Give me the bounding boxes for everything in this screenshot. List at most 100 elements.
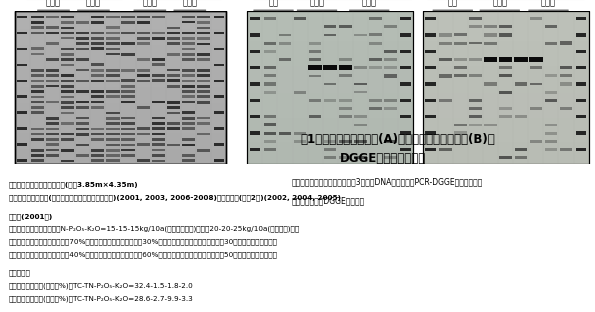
Bar bbox=[15, 121, 226, 124]
Bar bbox=[423, 139, 588, 142]
Bar bbox=[167, 80, 180, 82]
Bar bbox=[182, 90, 195, 93]
Bar bbox=[91, 90, 105, 93]
Bar bbox=[152, 127, 165, 130]
Bar bbox=[121, 53, 134, 56]
Bar bbox=[248, 94, 413, 96]
Bar bbox=[324, 148, 337, 151]
Bar bbox=[136, 106, 150, 109]
Bar bbox=[182, 95, 195, 98]
Bar bbox=[61, 149, 74, 152]
Bar bbox=[248, 106, 413, 109]
Bar bbox=[107, 48, 120, 50]
Bar bbox=[197, 117, 210, 119]
Bar bbox=[46, 117, 59, 120]
Bar bbox=[264, 41, 276, 45]
Bar bbox=[264, 115, 276, 118]
Bar bbox=[76, 48, 89, 50]
Bar bbox=[46, 133, 59, 135]
Bar bbox=[91, 42, 105, 45]
Bar bbox=[107, 122, 120, 125]
Text: 乾燥豚ぶん成分(乾物中%)：TC-TN-P₂O₅-K₂O=28.6-2.7-9.9-3.3: 乾燥豚ぶん成分(乾物中%)：TC-TN-P₂O₅-K₂O=28.6-2.7-9.… bbox=[9, 295, 193, 302]
Bar bbox=[324, 34, 337, 36]
Bar bbox=[15, 84, 226, 87]
Bar bbox=[107, 112, 120, 114]
Bar bbox=[339, 107, 352, 110]
Bar bbox=[152, 149, 165, 151]
Bar bbox=[544, 25, 558, 28]
Bar bbox=[423, 20, 588, 23]
Bar bbox=[469, 107, 482, 110]
Bar bbox=[76, 69, 89, 71]
Bar bbox=[61, 64, 74, 66]
Bar bbox=[423, 142, 588, 145]
Bar bbox=[248, 41, 413, 45]
Bar bbox=[544, 91, 558, 94]
Bar bbox=[15, 100, 226, 103]
Bar bbox=[469, 74, 482, 77]
Bar bbox=[369, 17, 381, 20]
Bar bbox=[136, 37, 150, 40]
Bar bbox=[248, 11, 413, 164]
Bar bbox=[15, 41, 226, 45]
Bar bbox=[91, 16, 105, 18]
Bar bbox=[400, 99, 411, 102]
Bar bbox=[31, 47, 44, 51]
Bar bbox=[248, 11, 413, 164]
Bar bbox=[136, 159, 150, 162]
Bar bbox=[544, 124, 558, 126]
Bar bbox=[530, 107, 542, 110]
Bar bbox=[423, 155, 588, 158]
Bar bbox=[182, 48, 195, 50]
Bar bbox=[264, 74, 276, 77]
Bar bbox=[107, 53, 120, 56]
Bar bbox=[61, 122, 74, 125]
Bar bbox=[294, 17, 306, 20]
Bar bbox=[167, 101, 180, 104]
Bar bbox=[136, 69, 150, 71]
Bar bbox=[455, 33, 467, 37]
Bar bbox=[15, 112, 226, 115]
Bar bbox=[499, 57, 512, 62]
Bar bbox=[15, 35, 226, 38]
Bar bbox=[152, 101, 165, 103]
Bar bbox=[423, 23, 588, 26]
Bar bbox=[423, 121, 588, 124]
Bar bbox=[264, 148, 276, 151]
Bar bbox=[152, 16, 165, 18]
Bar bbox=[214, 80, 224, 82]
Bar bbox=[167, 144, 180, 146]
Bar bbox=[423, 41, 588, 45]
Bar bbox=[248, 51, 413, 54]
Text: 対象圃場：中央農研内枚圃場(各枚3.85m×4.35m): 対象圃場：中央農研内枚圃場(各枚3.85m×4.35m) bbox=[9, 182, 139, 188]
Bar bbox=[15, 14, 226, 17]
Bar bbox=[576, 17, 586, 20]
Bar bbox=[182, 37, 195, 40]
Bar bbox=[61, 74, 74, 77]
Bar bbox=[61, 27, 74, 29]
Bar bbox=[197, 21, 210, 24]
Bar bbox=[15, 32, 226, 35]
Bar bbox=[121, 21, 134, 24]
Bar bbox=[152, 74, 165, 77]
Text: 有機物成分: 有機物成分 bbox=[9, 270, 31, 276]
Bar bbox=[17, 48, 27, 50]
Bar bbox=[248, 100, 413, 103]
Bar bbox=[152, 37, 165, 40]
Bar bbox=[339, 140, 352, 143]
Bar bbox=[248, 32, 413, 35]
Bar bbox=[121, 144, 134, 146]
Bar bbox=[425, 115, 436, 119]
Bar bbox=[278, 58, 292, 61]
Bar bbox=[248, 81, 413, 84]
Bar bbox=[31, 111, 44, 114]
Bar bbox=[197, 95, 210, 98]
Bar bbox=[15, 20, 226, 23]
Bar bbox=[15, 72, 226, 75]
Bar bbox=[107, 159, 120, 162]
Bar bbox=[250, 33, 260, 37]
Text: ＊各プロットの土壌について、3反復でDNA抽出およびPCR-DGGEを行った結果: ＊各プロットの土壌について、3反復でDNA抽出およびPCR-DGGEを行った結果 bbox=[292, 177, 483, 186]
Bar bbox=[15, 66, 226, 69]
Bar bbox=[248, 142, 413, 145]
Bar bbox=[425, 148, 436, 151]
